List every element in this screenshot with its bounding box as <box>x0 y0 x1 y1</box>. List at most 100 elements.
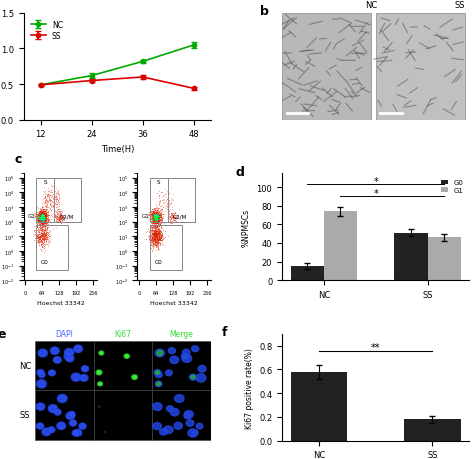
Point <box>36 209 43 216</box>
Point <box>148 218 155 226</box>
Point <box>43 228 50 235</box>
Point <box>154 219 161 227</box>
Point <box>41 215 49 223</box>
Point <box>50 205 58 212</box>
Point <box>39 217 46 224</box>
Point <box>150 209 157 216</box>
Point <box>151 208 159 216</box>
Point <box>43 213 50 220</box>
Point <box>151 224 159 232</box>
Circle shape <box>39 373 44 377</box>
Point <box>45 241 52 248</box>
Point <box>36 217 43 224</box>
Point <box>37 218 45 225</box>
Point <box>154 211 162 218</box>
Point <box>148 236 155 243</box>
Point <box>149 213 157 221</box>
Point <box>36 217 44 224</box>
Point <box>154 229 161 236</box>
Point <box>151 230 159 237</box>
Point <box>155 210 163 218</box>
Circle shape <box>132 375 137 380</box>
Point <box>152 215 160 223</box>
Point <box>155 215 163 222</box>
Point <box>34 211 41 218</box>
Point <box>156 236 164 244</box>
Point <box>52 213 60 220</box>
Point <box>40 215 47 222</box>
Point <box>157 230 164 237</box>
Point <box>38 209 46 216</box>
Point <box>38 213 46 220</box>
Point <box>155 210 163 218</box>
Point <box>155 216 163 223</box>
Point <box>42 210 49 218</box>
Point <box>155 214 162 221</box>
Point <box>155 238 163 246</box>
Point <box>149 211 157 218</box>
Point <box>151 227 159 235</box>
Circle shape <box>48 405 57 413</box>
Point <box>40 215 48 223</box>
Point <box>151 216 158 224</box>
Point <box>54 213 61 221</box>
Point <box>40 217 47 224</box>
Point <box>62 213 69 220</box>
Point <box>37 213 45 220</box>
Point <box>56 212 64 219</box>
Point <box>58 213 66 221</box>
Point <box>38 216 46 224</box>
Circle shape <box>36 380 46 388</box>
Point <box>44 192 51 200</box>
Point <box>154 213 162 220</box>
Point <box>155 244 162 251</box>
Point <box>150 212 158 219</box>
Point <box>39 206 46 213</box>
Point <box>150 240 158 247</box>
Point <box>43 230 50 238</box>
Point <box>40 210 47 218</box>
Point <box>38 230 46 238</box>
Point <box>43 211 50 218</box>
Point <box>38 209 46 217</box>
Point <box>169 217 176 224</box>
Point <box>149 228 157 235</box>
Point <box>40 213 48 220</box>
Point <box>36 213 44 220</box>
Point <box>166 218 173 225</box>
Point <box>151 214 158 221</box>
Point <box>149 209 156 217</box>
Point <box>151 206 158 213</box>
Circle shape <box>100 352 103 354</box>
Point <box>151 213 159 220</box>
Point <box>38 208 46 215</box>
Point <box>155 214 162 222</box>
Point <box>150 237 157 244</box>
Point <box>152 216 160 224</box>
Point <box>150 210 158 217</box>
Point <box>53 213 60 220</box>
Point <box>40 233 48 240</box>
Point <box>148 216 155 224</box>
Point <box>155 213 163 220</box>
Point <box>167 220 174 227</box>
Point <box>36 216 43 223</box>
Text: d: d <box>235 165 244 178</box>
Point <box>153 231 161 238</box>
Circle shape <box>55 410 60 414</box>
Point <box>154 216 161 224</box>
Point <box>35 216 43 224</box>
Point <box>40 216 47 224</box>
Point <box>42 219 50 226</box>
Point <box>155 230 163 237</box>
Point <box>153 220 160 227</box>
Point <box>148 213 156 220</box>
Point <box>38 231 46 238</box>
Point <box>147 238 155 246</box>
Point <box>154 235 162 242</box>
Circle shape <box>48 370 55 376</box>
Point <box>37 212 45 219</box>
Point <box>41 215 49 223</box>
Point <box>39 234 47 241</box>
Point <box>35 217 43 224</box>
